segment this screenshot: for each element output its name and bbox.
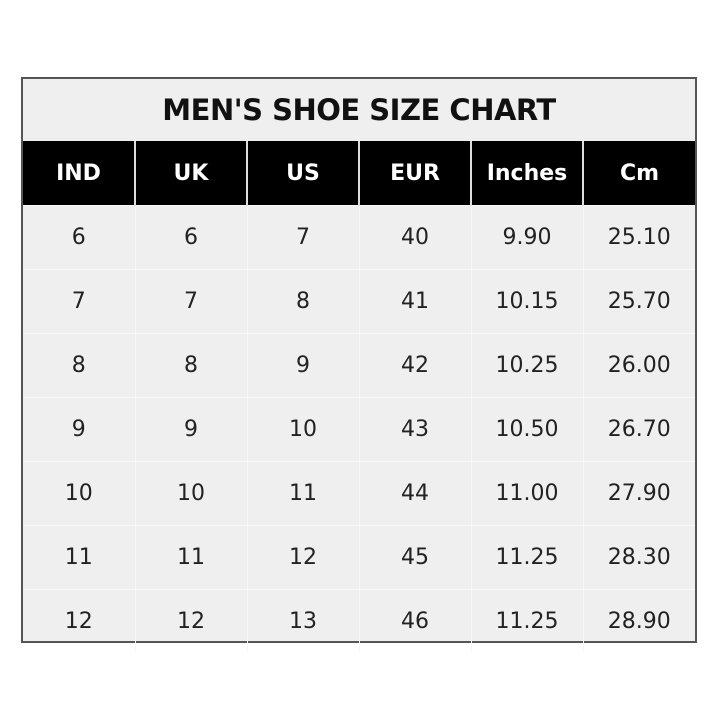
cell-eur: 42 xyxy=(358,333,471,398)
cell-inches: 10.25 xyxy=(470,333,583,398)
cell-eur: 45 xyxy=(358,525,471,590)
header-row: IND UK US EUR Inches Cm xyxy=(23,141,695,206)
cell-inches: 9.90 xyxy=(470,205,583,270)
cell-ind: 10 xyxy=(23,461,135,526)
cell-uk: 12 xyxy=(134,589,247,653)
column-header-us: US xyxy=(246,141,359,206)
cell-ind: 7 xyxy=(23,269,135,334)
table-row: 10 10 11 44 11.00 27.90 xyxy=(23,461,695,526)
cell-uk: 9 xyxy=(134,397,247,462)
cell-ind: 8 xyxy=(23,333,135,398)
table-row: 8 8 9 42 10.25 26.00 xyxy=(23,333,695,398)
column-header-eur: EUR xyxy=(358,141,471,206)
cell-us: 7 xyxy=(246,205,359,270)
cell-ind: 11 xyxy=(23,525,135,590)
cell-cm: 25.70 xyxy=(582,269,695,334)
table-row: 12 12 13 46 11.25 28.90 xyxy=(23,589,695,653)
table-row: 6 6 7 40 9.90 25.10 xyxy=(23,205,695,270)
cell-eur: 41 xyxy=(358,269,471,334)
cell-inches: 11.25 xyxy=(470,525,583,590)
cell-inches: 11.00 xyxy=(470,461,583,526)
column-header-uk: UK xyxy=(134,141,247,206)
cell-uk: 10 xyxy=(134,461,247,526)
cell-inches: 10.15 xyxy=(470,269,583,334)
cell-us: 13 xyxy=(246,589,359,653)
cell-inches: 10.50 xyxy=(470,397,583,462)
cell-uk: 11 xyxy=(134,525,247,590)
cell-cm: 28.30 xyxy=(582,525,695,590)
size-table: IND UK US EUR Inches Cm 6 6 7 40 9.90 25.10 7 7 8 41 10… xyxy=(23,141,695,653)
cell-us: 12 xyxy=(246,525,359,590)
cell-us: 9 xyxy=(246,333,359,398)
cell-us: 10 xyxy=(246,397,359,462)
table-row: 9 9 10 43 10.50 26.70 xyxy=(23,397,695,462)
cell-cm: 26.00 xyxy=(582,333,695,398)
cell-eur: 46 xyxy=(358,589,471,653)
cell-eur: 44 xyxy=(358,461,471,526)
cell-ind: 9 xyxy=(23,397,135,462)
cell-uk: 6 xyxy=(134,205,247,270)
cell-us: 8 xyxy=(246,269,359,334)
cell-eur: 40 xyxy=(358,205,471,270)
cell-eur: 43 xyxy=(358,397,471,462)
cell-cm: 26.70 xyxy=(582,397,695,462)
cell-ind: 6 xyxy=(23,205,135,270)
cell-ind: 12 xyxy=(23,589,135,653)
cell-cm: 25.10 xyxy=(582,205,695,270)
size-chart: MEN'S SHOE SIZE CHART IND UK US EUR Inches Cm… xyxy=(21,77,697,653)
cell-us: 11 xyxy=(246,461,359,526)
cell-uk: 8 xyxy=(134,333,247,398)
table-row: 11 11 12 45 11.25 28.30 xyxy=(23,525,695,590)
cell-cm: 28.90 xyxy=(582,589,695,653)
column-header-ind: IND xyxy=(23,141,135,206)
chart-title: MEN'S SHOE SIZE CHART xyxy=(162,93,556,127)
cell-cm: 27.90 xyxy=(582,461,695,526)
column-header-inches: Inches xyxy=(470,141,583,206)
cell-inches: 11.25 xyxy=(470,589,583,653)
column-header-cm: Cm xyxy=(582,141,695,206)
table-row: 7 7 8 41 10.15 25.70 xyxy=(23,269,695,334)
cell-uk: 7 xyxy=(134,269,247,334)
